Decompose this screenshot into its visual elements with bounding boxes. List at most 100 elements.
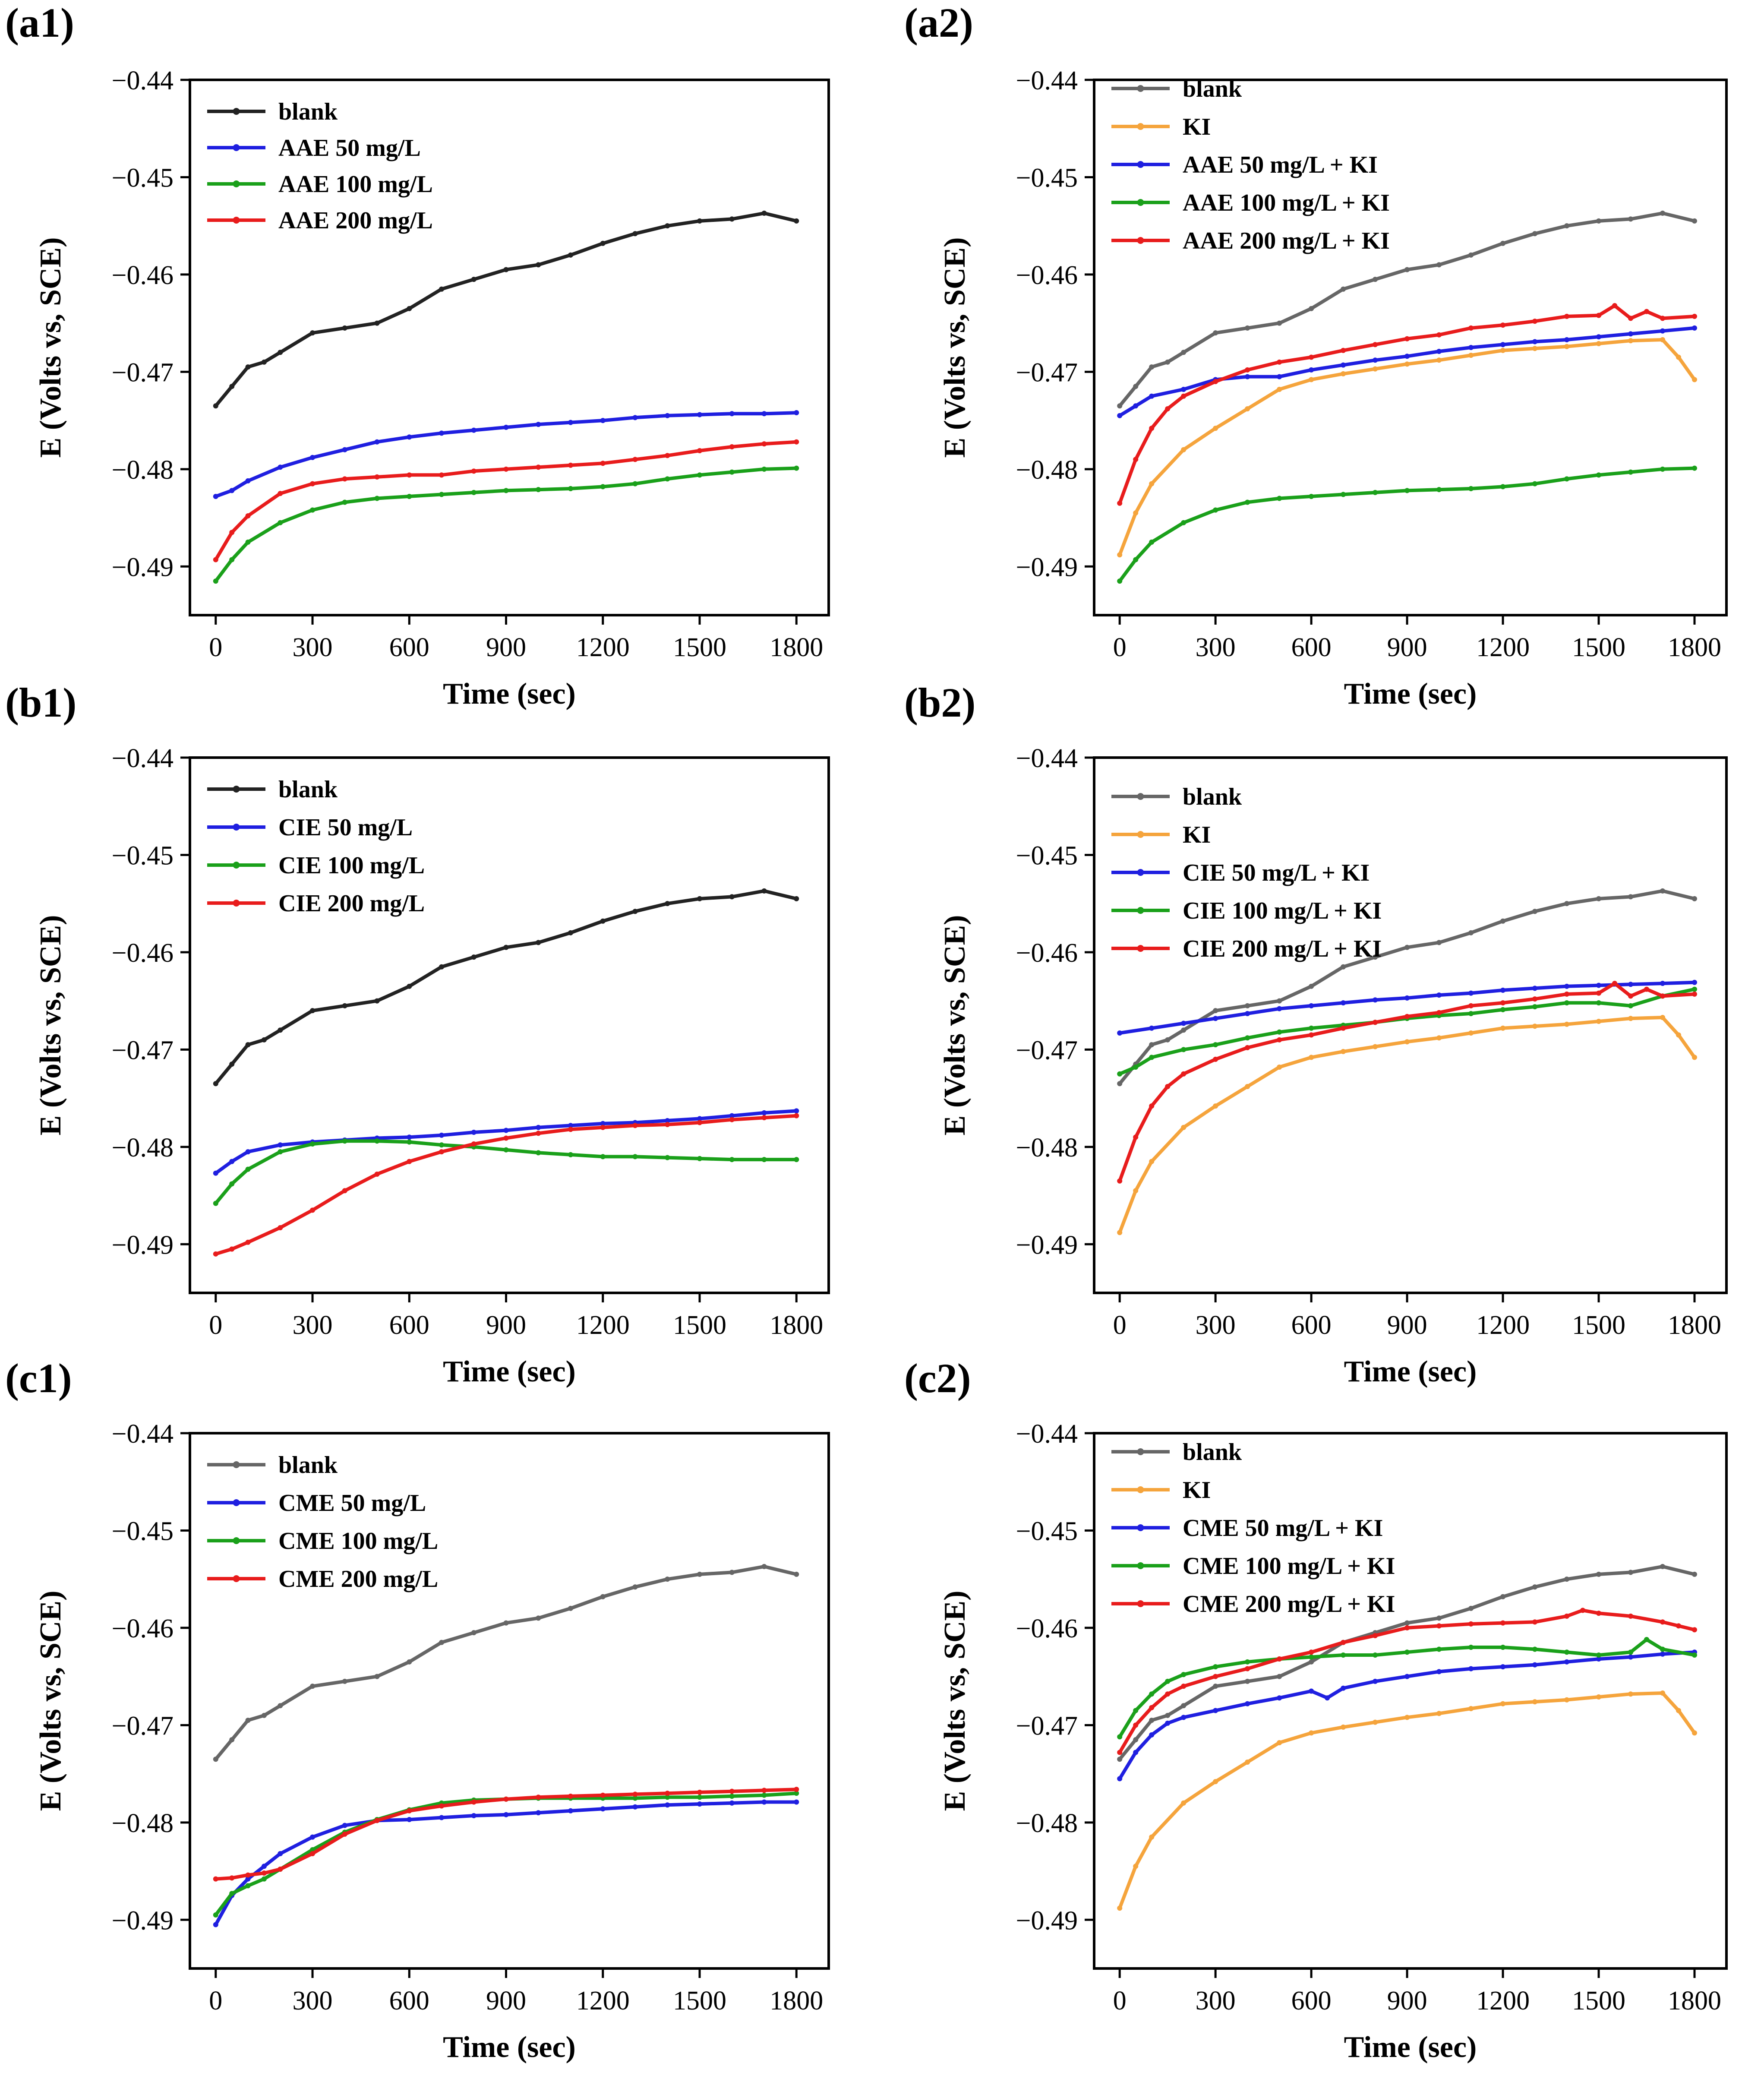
data-point	[729, 1793, 735, 1799]
data-point	[1341, 1000, 1346, 1006]
data-point	[1436, 487, 1442, 493]
data-point	[1181, 447, 1187, 452]
x-tick-label: 1500	[673, 1986, 726, 2016]
data-point	[1564, 983, 1570, 989]
data-point	[503, 1135, 509, 1141]
data-point	[1468, 252, 1474, 258]
data-point	[794, 1108, 799, 1114]
data-point	[761, 1799, 767, 1805]
data-point	[374, 439, 380, 445]
x-tick-label: 300	[293, 633, 333, 662]
data-point	[245, 1872, 251, 1878]
series-cme-50-mg-l-ki	[1117, 1649, 1698, 1782]
x-axis-title: Time (sec)	[1344, 677, 1477, 711]
data-point	[1309, 493, 1314, 499]
x-tick-label: 600	[1291, 1986, 1332, 2016]
legend-label: CIE 200 mg/L	[278, 890, 425, 917]
data-point	[1660, 1646, 1666, 1652]
x-tick-label: 900	[486, 1311, 526, 1340]
data-point	[1660, 210, 1666, 216]
data-point	[1404, 354, 1410, 359]
legend-label: blank	[278, 1452, 338, 1479]
data-point	[439, 1132, 445, 1138]
data-point	[1692, 1571, 1698, 1577]
series-blank	[213, 888, 799, 1087]
data-point	[1309, 377, 1314, 382]
data-point	[1628, 894, 1634, 900]
data-point	[568, 1793, 574, 1799]
data-point	[1500, 1025, 1506, 1031]
data-point	[342, 1678, 347, 1684]
data-point	[1692, 1627, 1698, 1633]
data-point	[1692, 1652, 1698, 1658]
x-tick-label: 900	[486, 633, 526, 662]
data-point	[1468, 1011, 1474, 1016]
data-point	[1532, 986, 1538, 991]
x-tick-label: 900	[486, 1986, 526, 2016]
data-point	[1181, 1715, 1187, 1720]
data-point	[1117, 1178, 1123, 1184]
data-point	[1596, 1694, 1602, 1700]
x-tick-label: 1200	[1476, 1311, 1530, 1340]
data-point	[1628, 1570, 1634, 1575]
y-tick-label: −0.45	[112, 841, 174, 870]
series-line	[214, 1114, 798, 1256]
data-point	[1612, 303, 1618, 309]
legend-marker	[1137, 123, 1144, 130]
data-point	[1596, 313, 1602, 318]
data-point	[407, 1159, 412, 1164]
data-point	[439, 1149, 445, 1155]
y-tick-label: −0.46	[1016, 1614, 1078, 1643]
data-point	[665, 1802, 670, 1808]
data-point	[374, 1171, 380, 1177]
data-point	[1117, 552, 1123, 558]
x-tick-label: 1200	[576, 1311, 630, 1340]
legend-label: CIE 100 mg/L	[278, 852, 425, 879]
x-tick-label: 1800	[770, 1986, 823, 2016]
x-tick-label: 300	[1196, 633, 1236, 662]
data-point	[1500, 348, 1506, 353]
y-tick-label: −0.48	[1016, 1133, 1078, 1163]
y-tick-label: −0.47	[1016, 1036, 1078, 1065]
series-line	[1118, 1016, 1696, 1235]
chart-panel: (b1) 0 300 600 900 1200 1500 1800 −0.44 −0.45 −0.4…	[5, 679, 830, 1388]
data-point	[1692, 1055, 1698, 1060]
data-point	[1564, 337, 1570, 342]
data-point	[503, 1147, 509, 1153]
series-line	[1118, 1691, 1696, 1910]
legend-marker	[233, 900, 240, 907]
data-point	[794, 1787, 799, 1792]
data-point	[1117, 413, 1123, 418]
series-line	[1118, 987, 1696, 1076]
legend-marker	[233, 108, 240, 115]
data-point	[1149, 426, 1155, 431]
data-point	[213, 557, 218, 562]
series-cme-100-mg-l-ki	[1117, 1637, 1698, 1740]
data-point	[213, 1876, 218, 1882]
data-point	[697, 1789, 703, 1795]
data-point	[1117, 578, 1123, 584]
data-point	[1628, 1613, 1634, 1619]
data-point	[1341, 1025, 1346, 1031]
data-point	[1277, 386, 1282, 392]
series-blank	[1117, 888, 1698, 1087]
data-point	[245, 539, 251, 545]
data-point	[407, 1817, 412, 1823]
data-point	[213, 493, 218, 499]
data-point	[1149, 1055, 1155, 1060]
y-tick-label: −0.49	[1016, 1230, 1078, 1260]
series-line	[214, 411, 798, 498]
data-point	[1309, 983, 1314, 989]
data-point	[697, 448, 703, 453]
y-tick-label: −0.48	[1016, 1809, 1078, 1838]
data-point	[1133, 1750, 1139, 1755]
data-point	[1117, 1750, 1123, 1755]
x-tick-label: 1200	[1476, 1986, 1530, 2016]
data-point	[278, 1703, 283, 1709]
y-axis-title: E (Volts vs, SCE)	[34, 915, 67, 1136]
data-point	[536, 1125, 541, 1130]
series-cie-200-mg-l-ki	[1117, 981, 1698, 1184]
data-point	[600, 1806, 606, 1812]
data-point	[1564, 1021, 1570, 1027]
y-tick-label: −0.49	[112, 553, 174, 582]
